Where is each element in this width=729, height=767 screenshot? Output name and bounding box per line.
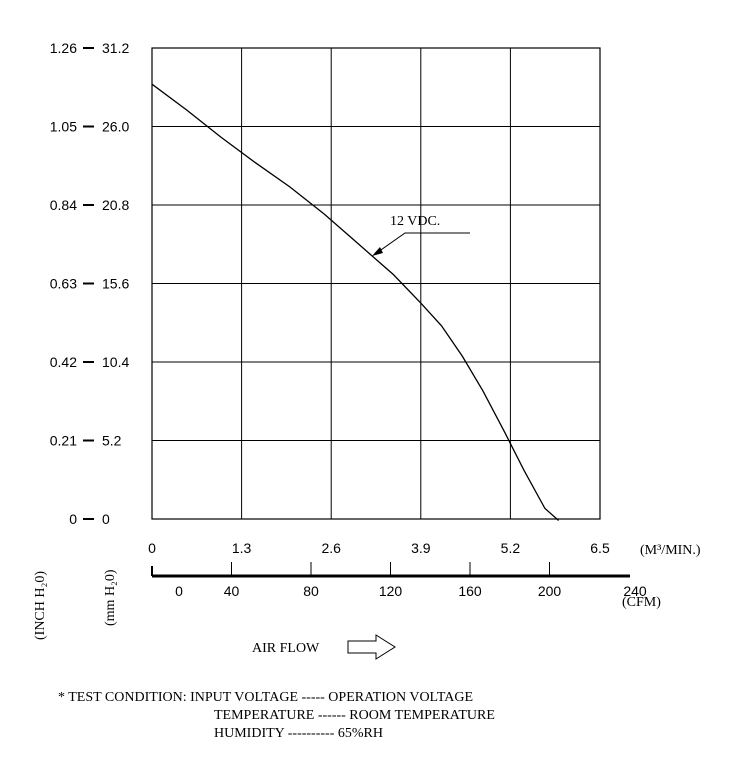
y-inch-tick-label: 0.21 bbox=[50, 433, 77, 449]
y-mm-tick-label: 15.6 bbox=[102, 276, 129, 292]
x-m3min-tick-label: 0 bbox=[148, 540, 156, 556]
y-inch-label: (INCH H₂0) bbox=[33, 571, 48, 640]
test-condition-line-3: HUMIDITY ---------- 65%RH bbox=[214, 726, 383, 741]
x-cfm-tick-label: 240 bbox=[623, 583, 647, 599]
series-label-12vdc: 12 VDC. bbox=[390, 214, 440, 229]
air-flow-label: AIR FLOW bbox=[252, 641, 320, 656]
y-inch-tick-label: 0.84 bbox=[50, 197, 77, 213]
test-condition-line-2: TEMPERATURE ------ ROOM TEMPERATURE bbox=[214, 708, 495, 723]
y-mm-label: (mm H₂0) bbox=[103, 569, 118, 626]
x-cfm-tick-label: 120 bbox=[379, 583, 403, 599]
series-label-arrowhead bbox=[372, 247, 383, 256]
y-inch-tick-label: 1.05 bbox=[50, 119, 77, 135]
y-mm-tick-label: 5.2 bbox=[102, 433, 122, 449]
x-cfm-tick-label: 80 bbox=[303, 583, 319, 599]
y-inch-tick-label: 1.26 bbox=[50, 40, 77, 56]
y-axes: 0 0.21 0.42 0.63 0.84 1.05 1.26 0 5.2 10.4 15.6 20.… bbox=[50, 40, 130, 527]
x-m3min-tick-label: 5.2 bbox=[501, 540, 521, 556]
test-condition-line-1: * TEST CONDITION: INPUT VOLTAGE ----- OP… bbox=[58, 690, 474, 705]
series-line-12vdc bbox=[151, 83, 560, 521]
y-mm-tick-label: 31.2 bbox=[102, 40, 129, 56]
x-m3min-tick-label: 6.5 bbox=[590, 540, 610, 556]
series-label-leader bbox=[377, 232, 470, 253]
x-unit-label: (M³/MIN.) bbox=[640, 543, 701, 558]
curve-group: 12 VDC. bbox=[151, 83, 560, 521]
plot-grid bbox=[151, 47, 601, 520]
x-cfm-tick-label: 160 bbox=[458, 583, 482, 599]
y-inch-tick-label: 0 bbox=[69, 511, 77, 527]
y-mm-tick-label: 10.4 bbox=[102, 354, 129, 370]
x-axes: 0 1.3 2.6 3.9 5.2 6.5 0 40 80 120 160 200 240 bbox=[148, 540, 647, 599]
y-mm-tick-label: 26.0 bbox=[102, 119, 129, 135]
y-mm-tick-label: 0 bbox=[102, 511, 110, 527]
x-cfm-tick-label: 0 bbox=[175, 583, 183, 599]
x-m3min-tick-label: 3.9 bbox=[411, 540, 431, 556]
x-cfm-label: (CFM) bbox=[622, 595, 661, 610]
air-flow-arrow-icon bbox=[347, 634, 396, 660]
x-cfm-tick-label: 200 bbox=[538, 583, 562, 599]
y-mm-tick-label: 20.8 bbox=[102, 197, 129, 213]
y-inch-tick-label: 0.63 bbox=[50, 276, 77, 292]
x-m3min-tick-label: 1.3 bbox=[232, 540, 252, 556]
x-cfm-tick-label: 40 bbox=[224, 583, 240, 599]
y-inch-tick-label: 0.42 bbox=[50, 354, 77, 370]
x-m3min-tick-label: 2.6 bbox=[321, 540, 341, 556]
